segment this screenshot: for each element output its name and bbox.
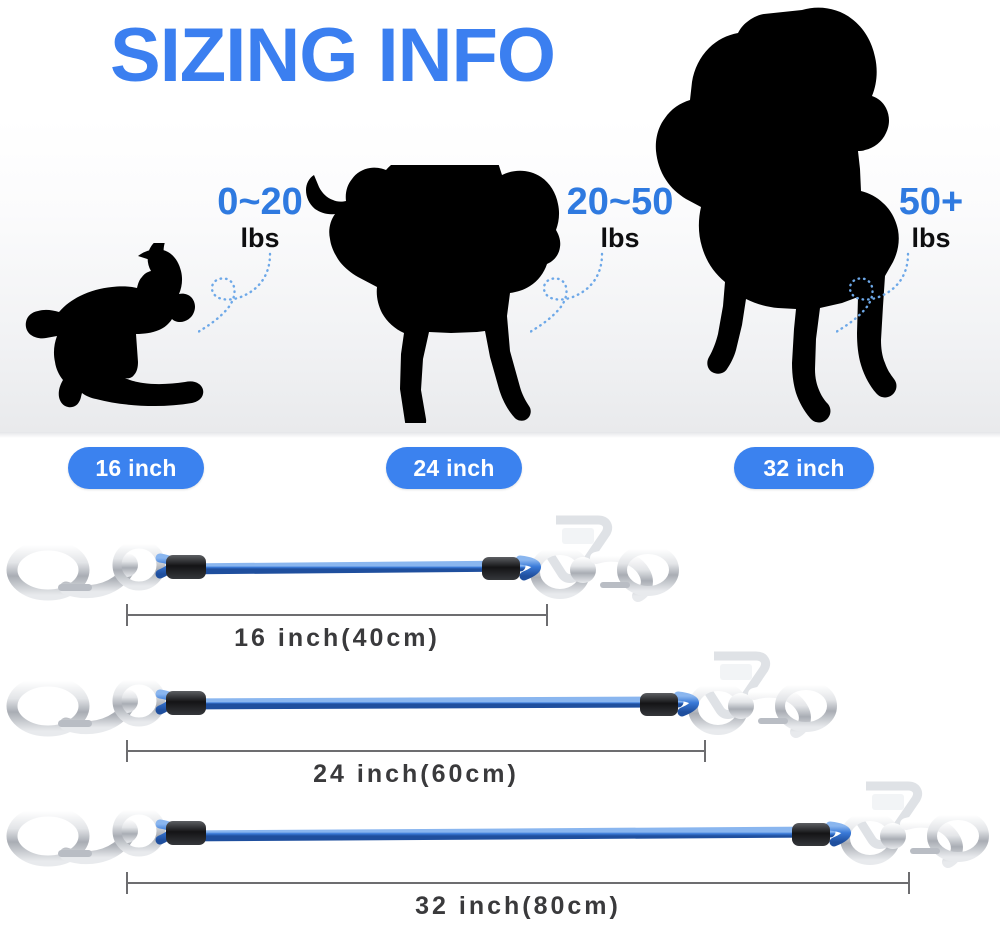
- weight-range: 20~50: [566, 181, 674, 223]
- leash-product-image-24: [0, 648, 1000, 748]
- weight-callout-medium: 20~50 lbs: [555, 182, 685, 253]
- band-bottom-fade: [0, 432, 1000, 438]
- dotted-curl-pointer-icon: [196, 252, 318, 342]
- sitting-dog-silhouette-icon: [652, 4, 952, 424]
- bracket-tick-right: [704, 740, 706, 762]
- bracket-tick-right: [908, 872, 910, 894]
- bracket-bar: [126, 882, 910, 884]
- leash-product-image-32: [0, 780, 1000, 880]
- bracket-tick-right: [546, 604, 548, 626]
- weight-callout-large: 50+ lbs: [872, 182, 990, 253]
- weight-unit: lbs: [240, 223, 280, 253]
- standing-dog-silhouette-icon: [296, 165, 578, 423]
- measurement-label-32: 32 inch(80cm): [415, 892, 621, 920]
- size-pill-24[interactable]: 24 inch: [386, 447, 522, 489]
- page-title: SIZING INFO: [110, 13, 556, 98]
- measurement-bracket-24: [126, 740, 706, 762]
- measurement-bracket-16: [126, 604, 548, 626]
- size-pill-16[interactable]: 16 inch: [68, 447, 204, 489]
- dotted-curl-pointer-icon: [528, 252, 650, 342]
- bracket-bar: [126, 614, 548, 616]
- weight-range: 50+: [898, 181, 964, 223]
- dotted-curl-pointer-icon: [834, 252, 956, 342]
- measurement-label-24: 24 inch(60cm): [313, 760, 519, 788]
- leash-row-16: 16 inch(40cm): [0, 512, 1000, 652]
- measurement-label-16: 16 inch(40cm): [234, 624, 440, 652]
- weight-unit: lbs: [911, 223, 951, 253]
- weight-range: 0~20: [217, 181, 303, 223]
- bracket-bar: [126, 750, 706, 752]
- measurement-bracket-32: [126, 872, 910, 894]
- size-pill-32[interactable]: 32 inch: [734, 447, 874, 489]
- weight-unit: lbs: [600, 223, 640, 253]
- puppy-silhouette-icon: [20, 243, 242, 425]
- leash-product-image-16: [0, 512, 1000, 612]
- weight-callout-small: 0~20 lbs: [196, 182, 324, 253]
- leash-row-24: 24 inch(60cm): [0, 648, 1000, 788]
- leash-row-32: 32 inch(80cm): [0, 780, 1000, 930]
